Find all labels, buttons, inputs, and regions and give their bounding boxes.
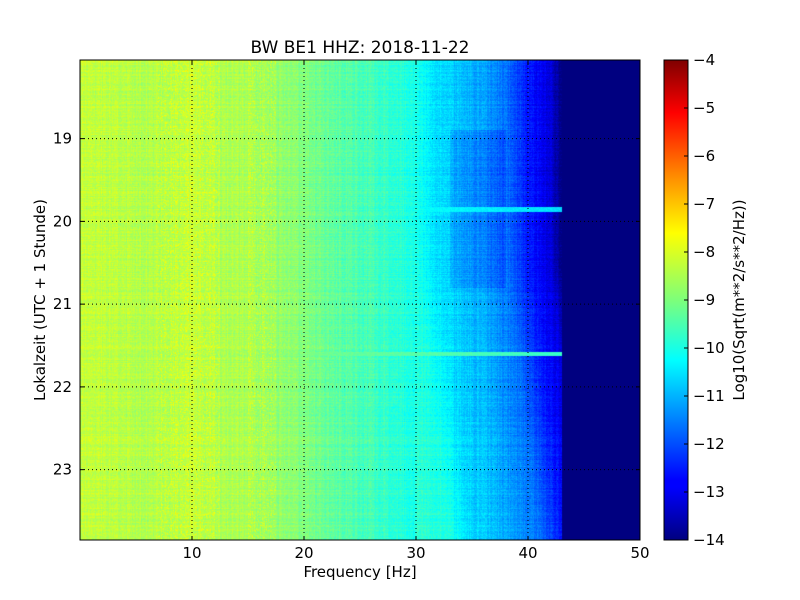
x-tick-label: 20 [294,544,313,562]
colorbar-label: Log10(Sqrt(m**2/s**2/Hz)) [730,199,748,400]
colorbar-tick-label: −4 [693,51,715,69]
x-tick-label: 10 [182,544,201,562]
x-axis-label: Frequency [Hz] [303,563,416,581]
y-tick-label: 19 [53,130,72,148]
chart-title: BW BE1 HHZ: 2018-11-22 [250,38,469,58]
y-axis-ticks: 19 20 21 22 23 [53,130,640,479]
y-axis-label: Lokalzeit (UTC + 1 Stunde) [31,199,49,401]
colorbar-tick-label: −7 [693,195,715,213]
y-tick-label: 21 [53,295,72,313]
x-tick-label: 30 [406,544,425,562]
colorbar-tick-label: −10 [693,339,725,357]
y-tick-label: 23 [53,461,72,479]
x-tick-label: 50 [630,544,649,562]
colorbar-tick-label: −9 [693,291,715,309]
y-tick-label: 20 [53,212,72,230]
colorbar-tick-label: −6 [693,147,715,165]
colorbar-tick-label: −13 [693,483,725,501]
colorbar-tick-label: −14 [693,531,725,549]
plot-frame [79,59,641,541]
colorbar-tick-label: −5 [693,99,715,117]
spectrogram-heatmap [80,60,640,540]
colorbar-tick-label: −11 [693,387,725,405]
colorbar-tick-label: −12 [693,435,725,453]
y-tick-label: 22 [53,378,72,396]
grid-lines [80,60,640,540]
x-tick-label: 40 [518,544,537,562]
colorbar-tick-label: −8 [693,243,715,261]
colorbar-ticks: −4 −5 −6 −7 −8 −9 −10 −11 −12 −13 −14 [684,51,725,549]
x-axis-ticks: 10 20 30 40 50 [182,60,650,562]
